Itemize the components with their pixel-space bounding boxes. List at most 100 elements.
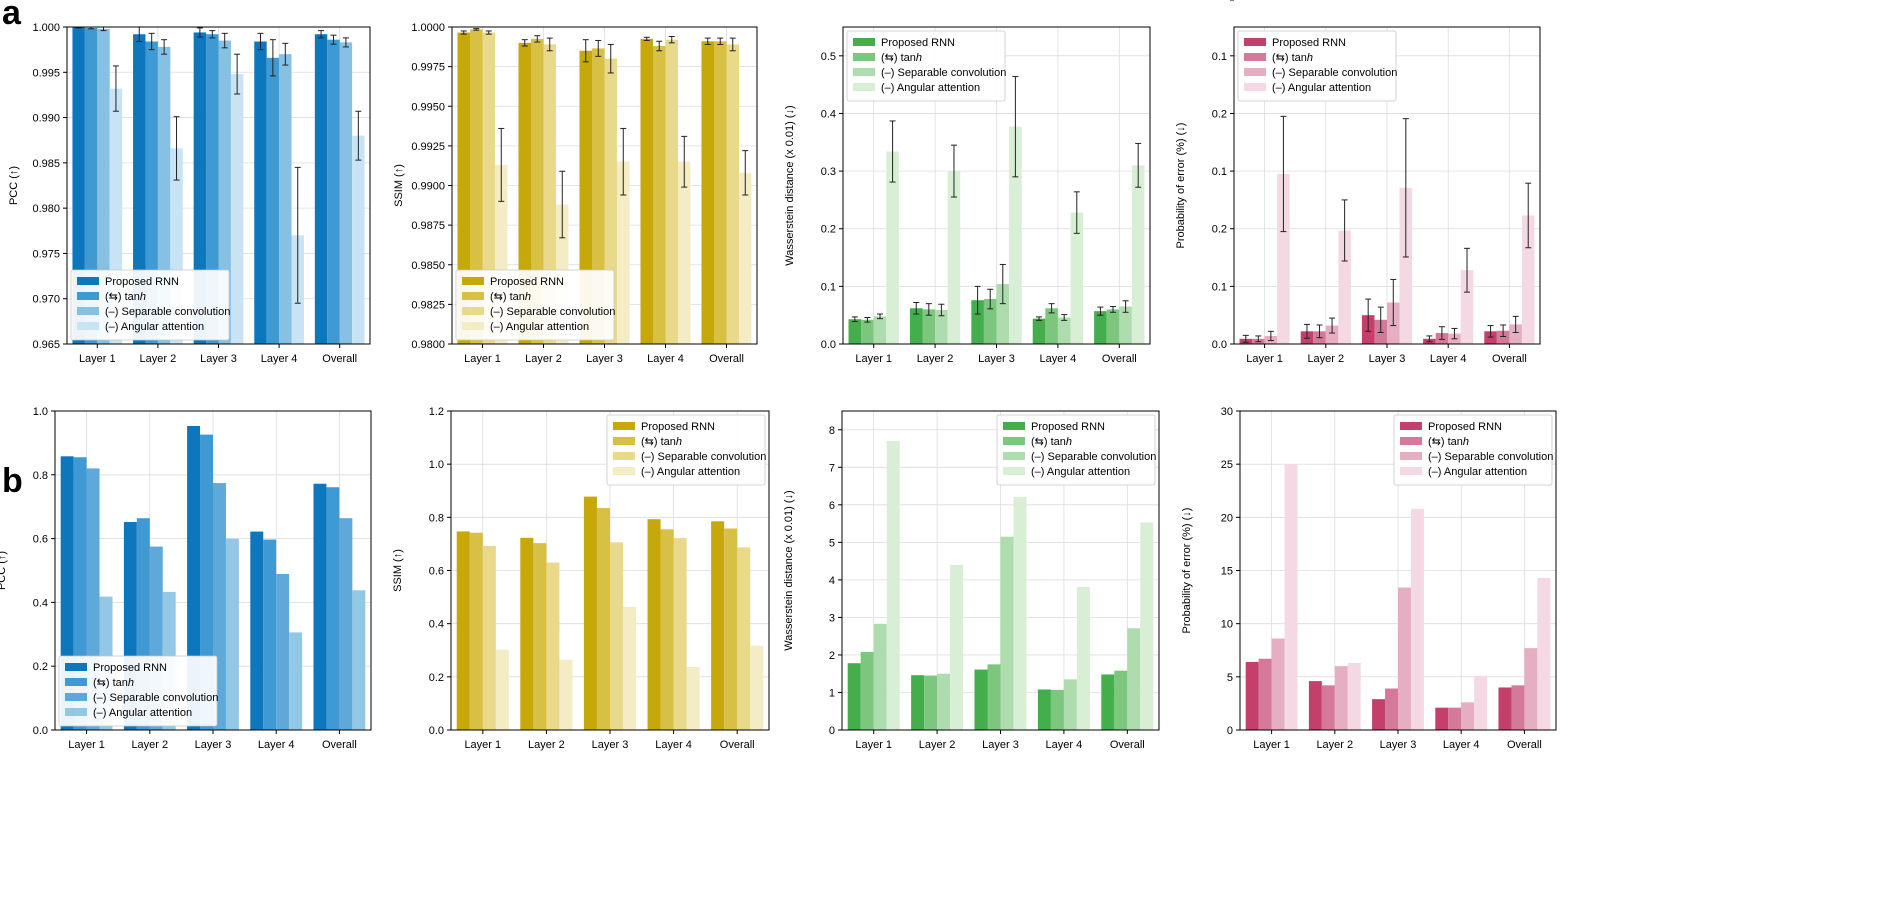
- legend-swatch: [65, 693, 87, 701]
- bar: [326, 487, 340, 730]
- bar: [518, 42, 531, 344]
- bar: [1106, 309, 1120, 344]
- bar: [1070, 212, 1084, 344]
- y-tick-label: 0.1: [821, 281, 836, 293]
- bar: [673, 538, 687, 730]
- x-tick-label: Layer 1: [464, 353, 501, 365]
- y-tick-label: 0.4: [33, 597, 48, 609]
- legend-label: (–) Angular attention: [881, 82, 980, 94]
- legend-swatch: [1400, 467, 1422, 475]
- legend-label: Proposed RNN: [105, 276, 179, 288]
- bar: [1524, 648, 1538, 730]
- bar: [230, 74, 244, 345]
- y-tick-label: 0.9850: [411, 260, 445, 272]
- y-tick-label: 0.9975: [411, 62, 445, 74]
- bar: [206, 34, 219, 344]
- legend-label-text: (⇆) tan: [490, 291, 525, 303]
- bar: [848, 319, 862, 344]
- y-tick-label: 2: [829, 650, 835, 662]
- y-tick-label: 0.2: [1212, 108, 1227, 120]
- bar: [652, 46, 666, 345]
- bar: [1498, 687, 1512, 730]
- bar: [1000, 536, 1014, 730]
- x-tick-label: Layer 4: [647, 353, 684, 365]
- y-tick-label: 0.0: [821, 339, 836, 351]
- bar: [133, 34, 146, 344]
- y-tick-label: 0.8: [33, 470, 48, 482]
- bar: [1063, 679, 1077, 730]
- bar: [861, 319, 874, 344]
- y-axis-label: Wasserstein distance (x 0.01) (↓): [783, 490, 795, 650]
- x-tick-label: Layer 2: [140, 353, 177, 365]
- legend-label: Proposed RNN: [93, 662, 167, 674]
- y-tick-label: 1.0: [429, 459, 444, 471]
- y-tick-label: 0.0: [33, 725, 48, 737]
- bar: [583, 496, 597, 730]
- bar: [596, 508, 610, 730]
- x-tick-label: Overall: [1492, 353, 1527, 365]
- y-tick-label: 0.2: [1212, 224, 1227, 236]
- legend-label: (–) Separable convolution: [490, 306, 615, 318]
- legend: Proposed RNN (⇆) tanh (–) Separable convol…: [58, 655, 218, 727]
- bar: [1013, 496, 1027, 730]
- legend-swatch: [1003, 467, 1025, 475]
- bar: [617, 161, 630, 344]
- y-axis-label: Wasserstein distance (x 0.01) (↓): [784, 105, 796, 265]
- legend: Proposed RNN (⇆) tanh (–) Separable convol…: [996, 414, 1156, 486]
- y-axis-label: PCC (↑): [8, 166, 20, 205]
- legend-swatch: [1003, 437, 1025, 445]
- legend-swatch: [462, 322, 484, 330]
- bar: [726, 44, 740, 345]
- legend-label: (⇆) tanh: [105, 291, 146, 303]
- bar: [327, 39, 340, 345]
- legend-label-italic: h: [916, 52, 922, 64]
- bar: [1076, 587, 1090, 730]
- y-tick-label: 3: [829, 612, 835, 624]
- legend-label: (⇆) tanh: [1031, 436, 1072, 448]
- chart-a-2: 0.9800 0.9825 0.9850 0.9875 0.9900 0.9925 0.99…: [393, 22, 758, 365]
- bar: [1284, 464, 1298, 730]
- bar: [686, 666, 700, 730]
- bar: [935, 309, 948, 344]
- bar: [339, 518, 353, 730]
- bar: [276, 574, 290, 730]
- bar: [996, 284, 1010, 344]
- legend-label: (–) Angular attention: [641, 466, 740, 478]
- legend-label: Proposed RNN: [490, 276, 564, 288]
- x-tick-label: Layer 3: [1380, 739, 1417, 751]
- legend-swatch: [613, 422, 635, 430]
- legend-swatch: [613, 467, 635, 475]
- bar: [457, 32, 470, 345]
- legend-label-italic: h: [1463, 436, 1469, 448]
- x-tick-label: Layer 4: [1040, 353, 1077, 365]
- y-tick-label: 0.2: [33, 661, 48, 673]
- y-tick-label: 0.9950: [411, 101, 445, 113]
- bar: [187, 425, 201, 730]
- legend-label: (–) Angular attention: [93, 707, 192, 719]
- bar: [482, 546, 496, 730]
- y-tick-label: 0.9825: [411, 299, 445, 311]
- x-tick-label: Layer 4: [1430, 353, 1467, 365]
- bar: [1372, 699, 1386, 730]
- bar: [1045, 308, 1058, 344]
- legend-label-text: (⇆) tan: [93, 677, 128, 689]
- x-tick-label: Layer 3: [1369, 353, 1406, 365]
- bar: [279, 54, 292, 345]
- legend: Proposed RNN (⇆) tanh (–) Separable convol…: [606, 414, 766, 486]
- bar: [886, 441, 900, 730]
- legend-swatch: [462, 277, 484, 285]
- x-tick-label: Layer 3: [592, 739, 629, 751]
- legend-label: (⇆) tanh: [1272, 52, 1313, 64]
- bar: [456, 531, 470, 730]
- bar: [1338, 230, 1351, 344]
- y-tick-label: 0.995: [32, 67, 60, 79]
- legend: Proposed RNN (⇆) tanh (–) Separable convol…: [70, 269, 230, 341]
- x-tick-label: Layer 2: [917, 353, 954, 365]
- x-tick-label: Overall: [322, 353, 357, 365]
- legend-label: (–) Separable convolution: [1031, 451, 1156, 463]
- bar: [314, 34, 328, 344]
- legend-swatch: [613, 437, 635, 445]
- x-tick-label: Layer 1: [1246, 353, 1283, 365]
- y-tick-label: 0: [829, 725, 835, 737]
- bar: [873, 316, 887, 344]
